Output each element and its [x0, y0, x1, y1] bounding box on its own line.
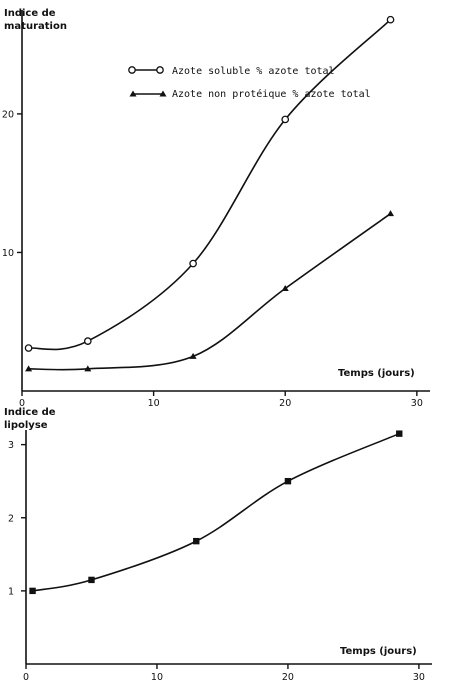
series-lipolyse-line: [32, 432, 400, 592]
maturation-ylabel-line2: maturation: [4, 21, 67, 32]
lipolyse-y-tick-label: 3: [8, 440, 14, 451]
legend-triangle-marker: [159, 90, 167, 97]
legend-label-npn: Azote non protéique % azote total: [172, 88, 371, 100]
lipolyse-point: [88, 576, 95, 584]
npn-point: [25, 365, 33, 372]
maturation-y-tick-label: 10: [2, 248, 14, 259]
legend-triangle-marker: [129, 90, 137, 97]
lipolyse-ylabel-line2: lipolyse: [4, 420, 48, 431]
lipolyse-ylabel-line1: Indice de: [4, 407, 56, 418]
lipolyse-y-tick-label: 2: [8, 513, 14, 524]
soluble-point: [386, 15, 395, 24]
lipolyse-x-tick-label: 20: [282, 672, 294, 683]
lipolyse-x-tick-label: 0: [23, 672, 29, 683]
lipolyse-point: [29, 587, 36, 595]
series-soluble-line: [28, 19, 392, 351]
legend-circle-marker: [156, 66, 164, 74]
legend-label-soluble: Azote soluble % azote total: [172, 66, 335, 77]
lipolyse-y-tick-label: 1: [8, 586, 14, 597]
npn-point: [387, 210, 395, 217]
maturation-chart: Indice de maturation Temps (jours) 0 10 20…: [2, 8, 430, 409]
maturation-y-tick-label: 20: [2, 109, 14, 120]
soluble-point: [24, 344, 33, 352]
lipolyse-point: [284, 477, 292, 485]
lipolyse-point: [193, 537, 200, 545]
lipolyse-x-tick-label: 30: [413, 672, 425, 683]
legend-circle-marker: [128, 66, 136, 74]
npn-point: [281, 284, 289, 291]
soluble-point: [281, 115, 290, 124]
lipolyse-xlabel: Temps (jours): [340, 646, 417, 657]
legend: Azote soluble % azote total Azote non pr…: [128, 66, 371, 100]
soluble-point: [83, 337, 92, 345]
lipolyse-point: [396, 430, 403, 437]
maturation-x-tick-label: 20: [279, 398, 291, 409]
npn-point: [189, 352, 197, 359]
maturation-xlabel: Temps (jours): [338, 368, 415, 379]
lipolyse-x-tick-label: 10: [151, 672, 163, 683]
maturation-x-tick-label: 30: [411, 398, 423, 409]
series-npn-line: [28, 213, 391, 371]
npn-point: [84, 365, 92, 372]
maturation-x-tick-label: 0: [19, 398, 25, 409]
lipolyse-chart: Indice de lipolyse Temps (jours) 0 10 20 30…: [4, 407, 432, 683]
maturation-x-tick-label: 10: [148, 398, 160, 409]
maturation-ylabel-line1: Indice de: [4, 8, 56, 19]
soluble-point: [189, 259, 197, 268]
